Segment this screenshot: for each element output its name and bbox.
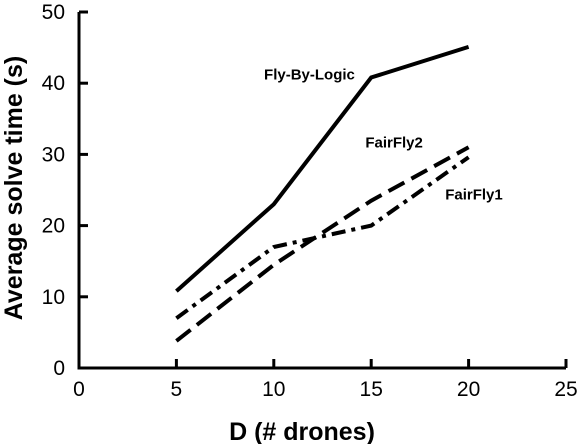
- series-line-fairfly2: [175, 145, 470, 343]
- series-label: FairFly1: [445, 186, 503, 203]
- y-tick-label: 40: [42, 72, 65, 95]
- series-line-fairfly1: [175, 155, 470, 320]
- x-tick-label: 0: [73, 378, 85, 401]
- y-axis-title: Average solve time (s): [0, 56, 28, 320]
- y-tick-label: 20: [42, 215, 65, 238]
- x-tick-label: 25: [554, 378, 577, 401]
- y-tick-label: 50: [42, 1, 65, 24]
- series-label: Fly-By-Logic: [264, 67, 355, 84]
- x-axis-title: D (# drones): [229, 418, 375, 444]
- y-tick-label: 10: [42, 286, 65, 309]
- y-axis-ticks: 0 10 20 30 40 50: [42, 1, 88, 380]
- series-labels: Fly-By-Logic FairFly2 FairFly1: [264, 67, 503, 204]
- x-tick-label: 10: [262, 378, 285, 401]
- x-tick-label: 5: [171, 378, 183, 401]
- axes: [77, 12, 566, 370]
- x-tick-label: 20: [457, 378, 480, 401]
- y-tick-label: 0: [53, 357, 65, 380]
- series-group: [175, 44, 470, 343]
- x-axis-ticks: 0 5 10 15 20 25: [73, 359, 578, 401]
- series-line-fly-by-logic: [175, 44, 470, 293]
- series-label: FairFly2: [365, 134, 423, 151]
- x-tick-label: 15: [360, 378, 383, 401]
- y-tick-label: 30: [42, 143, 65, 166]
